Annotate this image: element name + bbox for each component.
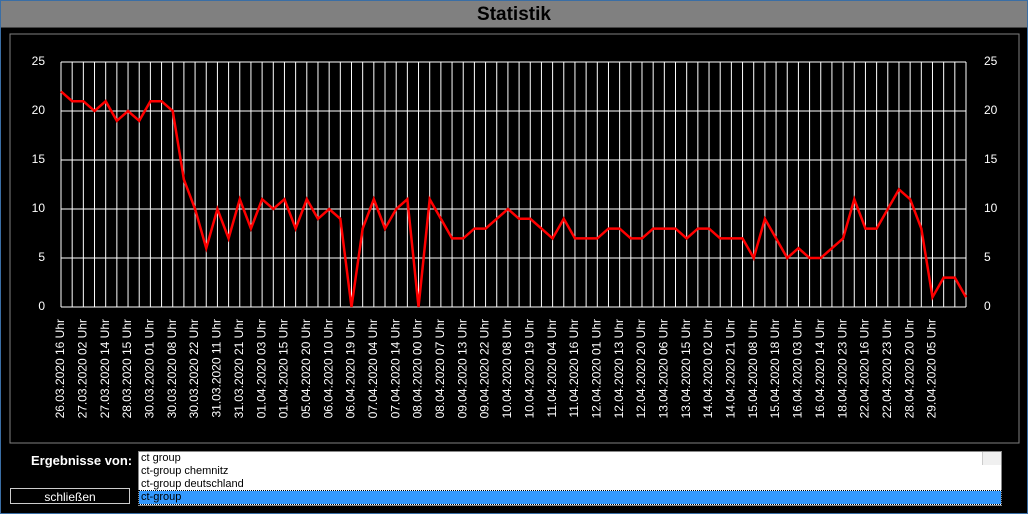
y-tick-label-right: 15 [984, 152, 998, 166]
x-tick-label: 14.04.2020 21 Uhr [724, 319, 738, 418]
x-tick-label: 01.04.2020 03 Uhr [254, 319, 268, 418]
results-list[interactable]: ct group ct-group chemnitz ct-group deutsc… [138, 451, 1002, 506]
x-tick-label: 08.04.2020 07 Uhr [433, 319, 447, 418]
x-tick-label: 01.04.2020 15 Uhr [277, 319, 291, 418]
x-tick-label: 28.04.2020 20 Uhr [902, 319, 916, 418]
x-tick-label: 30.03.2020 22 Uhr [187, 319, 201, 418]
x-tick-label: 08.04.2020 00 Uhr [411, 319, 425, 418]
x-tick-label: 31.03.2020 11 Uhr [210, 319, 224, 418]
scrollbar[interactable] [982, 452, 1001, 465]
x-tick-label: 27.03.2020 14 Uhr [98, 319, 112, 418]
x-tick-label: 22.04.2020 16 Uhr [858, 319, 872, 418]
x-tick-label: 07.04.2020 04 Uhr [366, 319, 380, 418]
y-tick-label: 25 [32, 54, 46, 68]
y-tick-label: 0 [38, 299, 45, 313]
y-tick-label: 10 [32, 201, 46, 215]
x-tick-label: 22.04.2020 23 Uhr [880, 319, 894, 418]
list-item[interactable]: ct-group chemnitz [141, 465, 229, 477]
list-item[interactable]: ct group [141, 452, 181, 464]
x-tick-label: 26.03.2020 16 Uhr [53, 319, 67, 418]
x-tick-label: 31.03.2020 21 Uhr [232, 319, 246, 418]
x-tick-label: 28.03.2020 15 Uhr [120, 319, 134, 418]
x-tick-label: 05.04.2020 20 Uhr [299, 319, 313, 418]
x-tick-label: 30.03.2020 01 Uhr [143, 319, 157, 418]
x-tick-label: 06.04.2020 10 Uhr [321, 319, 335, 418]
x-tick-label: 29.04.2020 05 Uhr [925, 319, 939, 418]
data-line [60, 90, 968, 308]
list-item[interactable]: ct-group deutschland [141, 478, 244, 490]
y-tick-label: 5 [38, 250, 45, 264]
y-tick-label-right: 0 [984, 299, 991, 313]
y-tick-label-right: 25 [984, 54, 998, 68]
x-tick-label: 10.04.2020 08 Uhr [500, 319, 514, 418]
results-label: Ergebnisse von: [31, 453, 133, 468]
x-tick-label: 12.04.2020 13 Uhr [612, 319, 626, 418]
x-tick-label: 14.04.2020 02 Uhr [701, 319, 715, 418]
x-tick-label: 16.04.2020 14 Uhr [813, 319, 827, 418]
x-tick-label: 07.04.2020 14 Uhr [388, 319, 402, 418]
x-tick-label: 15.04.2020 08 Uhr [746, 319, 760, 418]
x-tick-label: 09.04.2020 13 Uhr [455, 319, 469, 418]
y-tick-label-right: 10 [984, 201, 998, 215]
x-tick-label: 11.04.2020 16 Uhr [567, 319, 581, 418]
close-button[interactable]: schließen [10, 488, 130, 504]
x-tick-label: 30.03.2020 08 Uhr [165, 319, 179, 418]
y-tick-label: 15 [32, 152, 46, 166]
y-tick-label-right: 20 [984, 103, 998, 117]
x-tick-label: 06.04.2020 19 Uhr [344, 319, 358, 418]
x-tick-label: 15.04.2020 18 Uhr [768, 319, 782, 418]
y-tick-label: 20 [32, 103, 46, 117]
x-tick-label: 18.04.2020 23 Uhr [835, 319, 849, 418]
x-tick-label: 11.04.2020 04 Uhr [545, 319, 559, 418]
chart-frame [9, 33, 1020, 444]
x-tick-label: 13.04.2020 15 Uhr [679, 319, 693, 418]
x-tick-label: 12.04.2020 20 Uhr [634, 319, 648, 418]
title-bar: Statistik [1, 1, 1027, 28]
x-tick-label: 16.04.2020 03 Uhr [791, 319, 805, 418]
y-tick-label-right: 5 [984, 250, 991, 264]
x-tick-label: 09.04.2020 22 Uhr [478, 319, 492, 418]
x-tick-label: 10.04.2020 19 Uhr [522, 319, 536, 418]
list-item[interactable]: ct-group [138, 490, 1002, 505]
x-tick-label: 13.04.2020 06 Uhr [657, 319, 671, 418]
x-tick-label: 27.03.2020 02 Uhr [76, 319, 90, 418]
x-tick-label: 12.04.2020 01 Uhr [589, 319, 603, 418]
